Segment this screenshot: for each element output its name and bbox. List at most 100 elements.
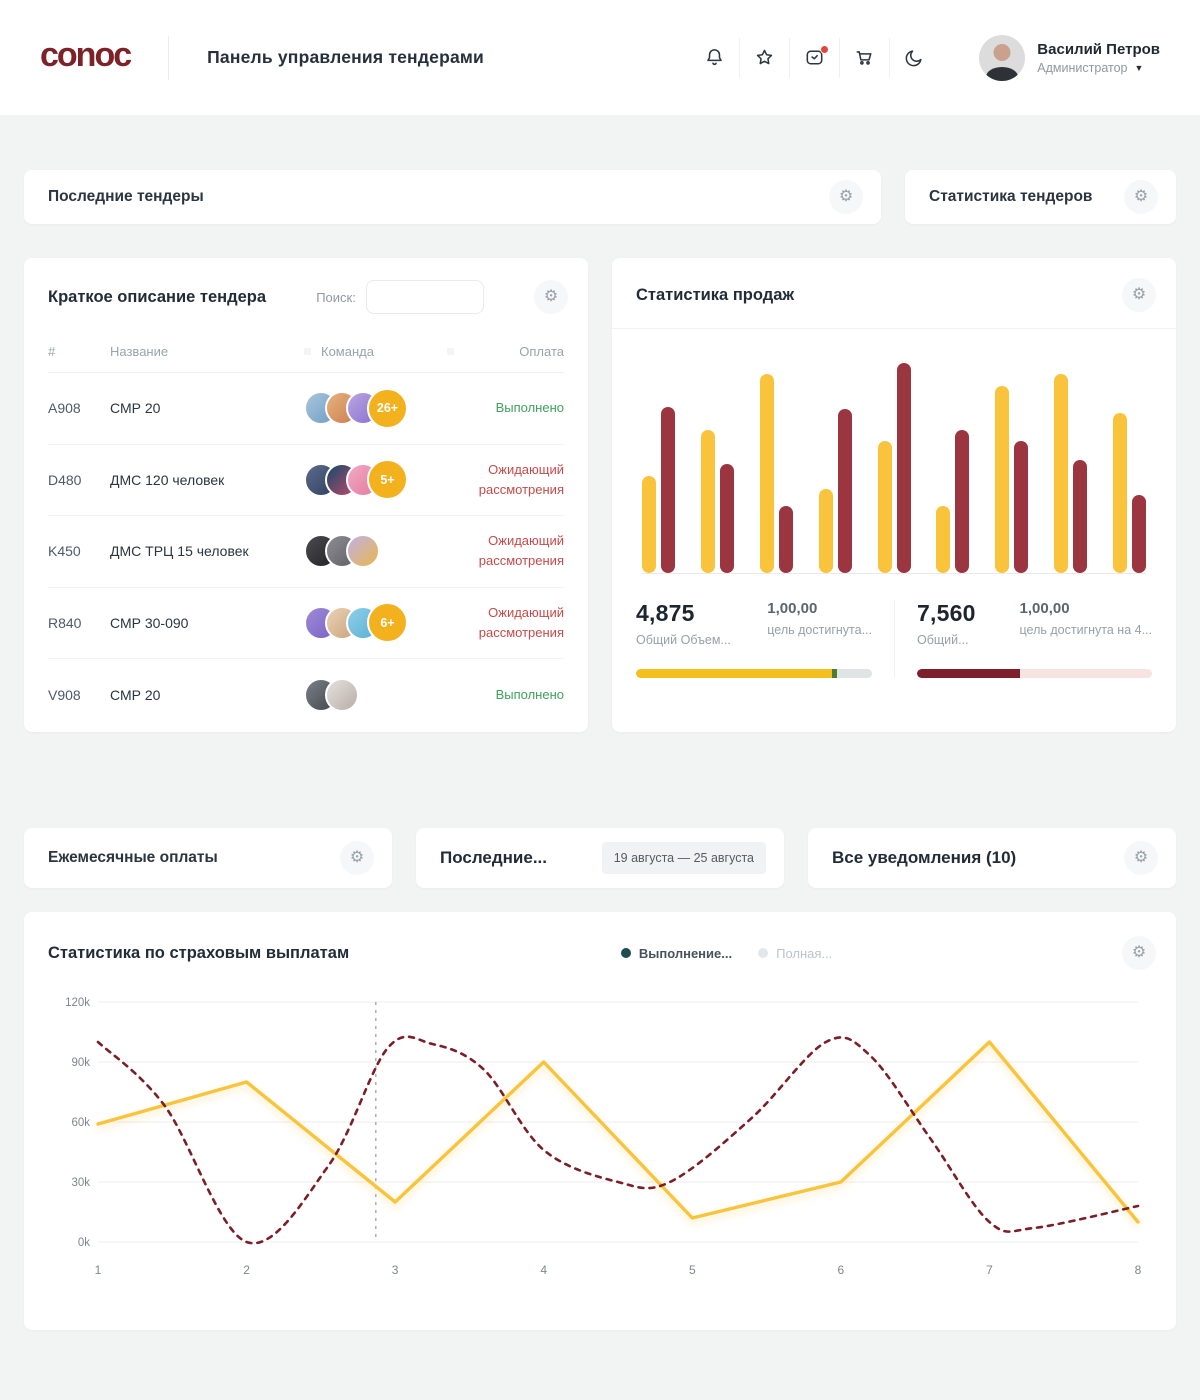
- team-avatars: [304, 534, 454, 569]
- cart-button[interactable]: [840, 36, 889, 80]
- notifications-button[interactable]: [690, 36, 739, 80]
- insurance-row: Статистика по страховым выплатам Выполне…: [24, 912, 1176, 1330]
- page-title: Панель управления тендерами: [207, 47, 484, 67]
- bar-red: [1014, 440, 1029, 573]
- avatar: [979, 34, 1026, 81]
- bar-group: [700, 363, 734, 573]
- logo[interactable]: conoc: [40, 35, 132, 74]
- team-count-badge: 26+: [367, 387, 408, 429]
- goal-value: 1,00,00: [767, 600, 818, 617]
- tender-name: СМР 30-090: [110, 614, 189, 631]
- kpi-label: Общий...: [917, 633, 969, 647]
- gear-icon[interactable]: ⚙: [1124, 841, 1158, 875]
- header-actions: Василий Петров Администратор ▼: [690, 34, 1160, 81]
- col-team[interactable]: Команда: [304, 344, 454, 359]
- tender-stats-bar: Статистика тендеров ⚙: [905, 170, 1176, 224]
- tender-name: ДМС ТРЦ 15 человек: [110, 543, 249, 560]
- team-avatars: 6+: [304, 602, 454, 644]
- notifications-title: Все уведомления (10): [832, 848, 1017, 867]
- gear-icon[interactable]: ⚙: [1124, 180, 1158, 214]
- team-count-badge: 6+: [367, 602, 408, 644]
- team-avatars: 26+: [304, 387, 454, 429]
- insurance-stats-card: Статистика по страховым выплатам Выполне…: [24, 912, 1176, 1330]
- table-row[interactable]: K450 ДМС ТРЦ 15 человек Ожидающий рассмо…: [48, 516, 564, 588]
- bar-group: [1054, 363, 1088, 573]
- table-row[interactable]: R840 СМР 30-090 6+ Ожидающий рассмотрени…: [48, 588, 564, 659]
- legend-item-execution[interactable]: Выполнение...: [620, 946, 732, 961]
- icon-separator: [789, 37, 791, 78]
- x-tick-label: 8: [1135, 1263, 1142, 1277]
- legend-label: Полная...: [776, 945, 833, 961]
- gear-icon[interactable]: ⚙: [1122, 278, 1156, 312]
- chevron-down-icon[interactable]: ▼: [1134, 62, 1144, 73]
- bar-red: [778, 505, 793, 573]
- table-row[interactable]: V908 СМР 20 Выполнено: [48, 659, 564, 731]
- user-menu[interactable]: Василий Петров Администратор ▼: [979, 34, 1160, 81]
- table-row[interactable]: D480 ДМС 120 человек 5+ Ожидающий рассмо…: [48, 445, 564, 516]
- bar-group: [936, 363, 970, 573]
- col-name[interactable]: Название: [110, 344, 169, 359]
- tender-id: R840: [48, 614, 82, 631]
- status-badge: Выполнено: [495, 400, 564, 416]
- icon-separator: [839, 37, 841, 78]
- content-row: Краткое описание тендера Поиск: ⚙ # Назв…: [24, 258, 1176, 732]
- user-role: Администратор: [1037, 60, 1128, 75]
- goal-label: цель достигнута...: [767, 623, 872, 637]
- latest-period-bar: Последние... 19 августа — 25 августа: [416, 828, 784, 888]
- tender-summary-card: Краткое описание тендера Поиск: ⚙ # Назв…: [24, 258, 588, 732]
- insurance-line-chart: 120k 90k 60k 30k 0k 1 2 3 4 5 6 7 8: [65, 997, 1142, 1277]
- col-payment[interactable]: Оплата: [519, 344, 564, 359]
- bar-red: [719, 463, 734, 573]
- gear-icon[interactable]: ⚙: [829, 180, 863, 214]
- legend-item-full[interactable]: Полная...: [758, 946, 832, 961]
- kpi-value: 7,560: [917, 600, 976, 626]
- gear-icon[interactable]: ⚙: [340, 841, 374, 875]
- recent-tenders-title: Последние тендеры: [48, 188, 204, 205]
- kpi-total: 7,560 Общий... 1,00,00 цель достигнута н…: [894, 600, 1152, 678]
- sales-stats-card: Статистика продаж ⚙ 4,875 Общий Объем...…: [612, 258, 1176, 732]
- search-input[interactable]: [365, 280, 484, 314]
- avatar: [325, 677, 359, 712]
- avatar: [346, 534, 380, 569]
- messages-button[interactable]: [790, 36, 839, 80]
- progress-bar: [917, 669, 1152, 678]
- latest-title: Последние...: [440, 848, 547, 867]
- dark-mode-button[interactable]: [890, 36, 939, 80]
- bar-red: [1073, 459, 1088, 573]
- monthly-payments-title: Ежемесячные оплаты: [48, 849, 218, 866]
- team-count-badge: 5+: [367, 459, 408, 501]
- user-name: Василий Петров: [1037, 40, 1160, 58]
- date-range-chip[interactable]: 19 августа — 25 августа: [601, 842, 766, 874]
- notifications-bar: Все уведомления (10) ⚙: [808, 828, 1176, 888]
- app-header: conoc Панель управления тендерами: [0, 0, 1200, 115]
- bar-yellow: [759, 373, 774, 573]
- sort-icon[interactable]: [304, 348, 311, 355]
- sort-icon[interactable]: [447, 348, 454, 355]
- x-tick-label: 2: [243, 1263, 250, 1277]
- col-number[interactable]: #: [48, 344, 56, 359]
- gear-icon[interactable]: ⚙: [1121, 936, 1156, 970]
- kpi-volume: 4,875 Общий Объем... 1,00,00 цель достиг…: [636, 600, 894, 678]
- legend-dot-icon: [620, 948, 631, 958]
- kpi-label: Общий Объем...: [636, 633, 731, 647]
- bar-yellow: [1113, 413, 1127, 573]
- y-tick-label: 120k: [65, 997, 90, 1009]
- cart-icon: [856, 51, 872, 65]
- bar-red: [896, 363, 911, 573]
- bar-red: [837, 409, 852, 573]
- favorites-button[interactable]: [740, 36, 789, 80]
- moon-icon: [905, 50, 922, 67]
- table-row[interactable]: A908 СМР 20 26+ Выполнено: [48, 373, 564, 445]
- tender-id: V908: [48, 686, 81, 703]
- icon-separator: [739, 37, 741, 78]
- bar-yellow: [700, 430, 715, 573]
- goal-value: 1,00,00: [1019, 600, 1070, 617]
- gear-icon[interactable]: ⚙: [533, 280, 568, 314]
- legend-dot-icon: [758, 948, 769, 958]
- x-tick-label: 1: [95, 1263, 102, 1277]
- bar-red: [1132, 495, 1146, 573]
- bar-group: [877, 363, 911, 573]
- bar-group: [759, 363, 793, 573]
- bar-red: [955, 430, 970, 573]
- mail-icon: [806, 50, 823, 65]
